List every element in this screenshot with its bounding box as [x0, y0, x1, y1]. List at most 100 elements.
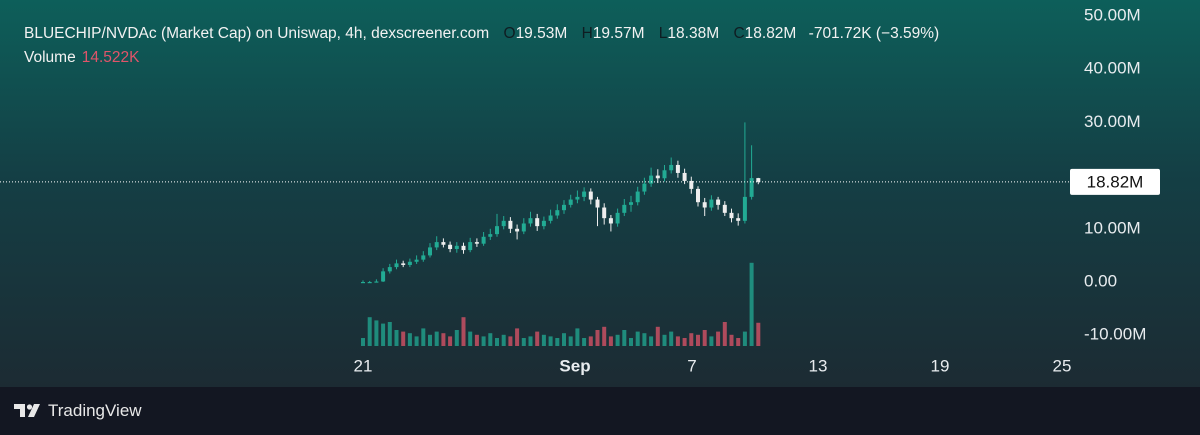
volume-bar	[582, 338, 587, 346]
candle-body	[535, 218, 540, 227]
volume-bar	[501, 334, 506, 346]
legend-key: Volume	[24, 49, 76, 66]
volume-bar	[428, 334, 432, 346]
volume-bar	[629, 338, 633, 346]
candle-body	[515, 228, 520, 232]
candle-body	[481, 236, 486, 244]
volume-bar	[548, 336, 553, 346]
volume-bar	[414, 336, 419, 346]
candle-body	[381, 271, 386, 282]
legend-key: C	[733, 25, 745, 42]
candle-body	[454, 245, 459, 250]
candle-body	[401, 263, 406, 265]
volume-bar	[381, 323, 386, 346]
candle-body	[702, 202, 707, 208]
volume-bar	[702, 330, 707, 346]
legend-change: -701.72K (−3.59%)	[808, 25, 940, 42]
brand-logo	[14, 404, 40, 417]
volume-bar	[468, 331, 473, 346]
x-tick-label: 13	[809, 356, 828, 375]
volume-bar	[407, 333, 412, 346]
candle-body	[615, 212, 620, 224]
volume-bar	[528, 336, 533, 346]
candle-body	[562, 204, 566, 211]
candle-body	[495, 226, 499, 235]
legend-value: 14.522K	[81, 49, 140, 66]
volume-bar	[622, 330, 627, 346]
volume-bar	[421, 328, 426, 346]
volume-bar	[662, 334, 667, 346]
candle-body	[655, 175, 660, 179]
legend-key: L	[658, 25, 668, 42]
legend-value: 19.53M	[515, 25, 568, 42]
candle-body	[508, 220, 513, 229]
candle-body	[635, 191, 640, 203]
candle-body	[716, 199, 721, 205]
x-tick-label: 7	[687, 356, 696, 375]
volume-bar	[481, 336, 486, 346]
volume-bar	[535, 331, 540, 346]
volume-bar	[515, 328, 520, 346]
candle-body	[361, 282, 365, 284]
volume-bar	[729, 334, 734, 346]
volume-bar	[669, 331, 674, 346]
y-tick-label: 30.00M	[1084, 112, 1141, 131]
candle-body	[387, 267, 392, 272]
volume-bar	[461, 317, 466, 346]
volume-bar	[441, 333, 446, 346]
volume-bar	[736, 338, 741, 346]
x-tick-label: 21	[354, 356, 373, 375]
volume-bar	[595, 330, 600, 346]
candle-body	[709, 199, 714, 208]
candle-body	[414, 259, 419, 262]
volume-bar	[562, 333, 566, 346]
candle-body	[468, 242, 473, 251]
candle-body	[528, 218, 533, 224]
candle-body	[582, 191, 587, 197]
volume-bar	[508, 336, 513, 346]
candle-body	[608, 218, 613, 224]
candle-body	[756, 178, 761, 182]
volume-bar	[709, 336, 714, 346]
plot-area	[0, 0, 1200, 387]
candle-body	[474, 242, 479, 244]
candle-body	[749, 178, 754, 197]
volume-bar	[374, 320, 379, 346]
candle-body	[421, 255, 426, 260]
candle-body	[374, 281, 379, 283]
volume-bar	[682, 338, 687, 346]
candle-body	[441, 242, 446, 245]
brand-name: TradingView	[48, 401, 142, 420]
candle-body	[602, 207, 607, 219]
volume-bar	[635, 331, 640, 346]
volume-bar	[642, 333, 647, 346]
candle-body	[428, 247, 432, 256]
candle-body	[669, 164, 674, 171]
candle-body	[407, 261, 412, 265]
candle-body	[394, 263, 399, 268]
volume-bar	[454, 330, 459, 346]
volume-bar	[742, 331, 747, 346]
candle-body	[722, 204, 727, 213]
volume-bar	[615, 334, 620, 346]
candle-body	[662, 170, 667, 179]
legend-value: 18.38M	[667, 25, 720, 42]
y-tick-label: 10.00M	[1084, 218, 1141, 237]
candle-body	[488, 234, 493, 237]
volume-bar	[387, 322, 392, 346]
volume-bar	[474, 334, 479, 346]
volume-bar	[434, 331, 439, 346]
candle-body	[575, 196, 580, 200]
title: BLUECHIP/NVDAc (Market Cap) on Uniswap, …	[24, 25, 490, 42]
legend-key: H	[581, 25, 593, 42]
volume-bar	[555, 338, 560, 346]
volume-bar	[541, 334, 546, 346]
brand[interactable]: TradingView	[14, 401, 142, 421]
x-tick-label: 25	[1053, 356, 1072, 375]
candle-body	[448, 244, 453, 250]
legend-header: BLUECHIP/NVDAc (Market Cap) on Uniswap, …	[24, 25, 939, 43]
candle-body	[729, 212, 734, 219]
candle-body	[696, 188, 700, 203]
volume-bar	[749, 262, 754, 346]
